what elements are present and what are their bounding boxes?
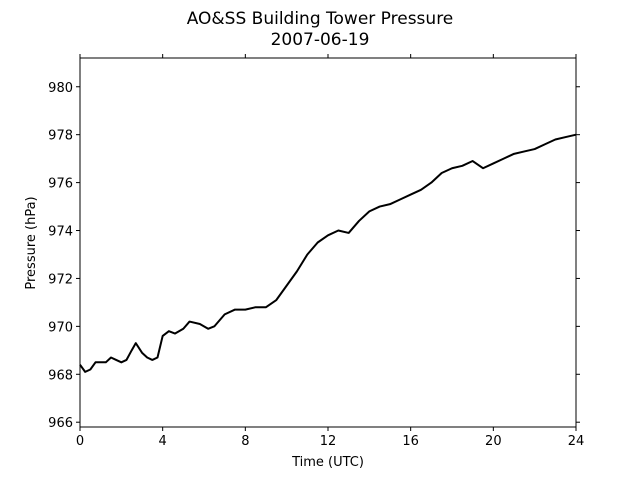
y-tick-label: 976 (48, 177, 73, 192)
y-tick-label: 974 (48, 225, 73, 240)
x-tick-label: 0 (76, 434, 84, 449)
y-tick-label: 980 (48, 81, 73, 96)
x-tick-label: 20 (485, 434, 502, 449)
data-line (79, 133, 577, 373)
y-axis-label: Pressure (hPa) (24, 196, 39, 289)
x-tick-label: 24 (568, 434, 585, 449)
x-tick-label: 16 (402, 434, 419, 449)
x-tick-label: 12 (320, 434, 337, 449)
x-tick-label: 4 (159, 434, 167, 449)
chart-subtitle: 2007-06-19 (271, 30, 370, 50)
y-tick-label: 978 (48, 129, 73, 144)
y-tick-label: 966 (48, 416, 73, 431)
y-tick-label: 972 (48, 272, 73, 287)
chart-title: AO&SS Building Tower Pressure (187, 9, 454, 29)
y-tick-label: 968 (48, 368, 73, 383)
x-tick-label: 8 (241, 434, 249, 449)
x-axis-label: Time (UTC) (291, 455, 364, 470)
plot-frame (79, 57, 577, 428)
y-tick-label: 970 (48, 320, 73, 335)
